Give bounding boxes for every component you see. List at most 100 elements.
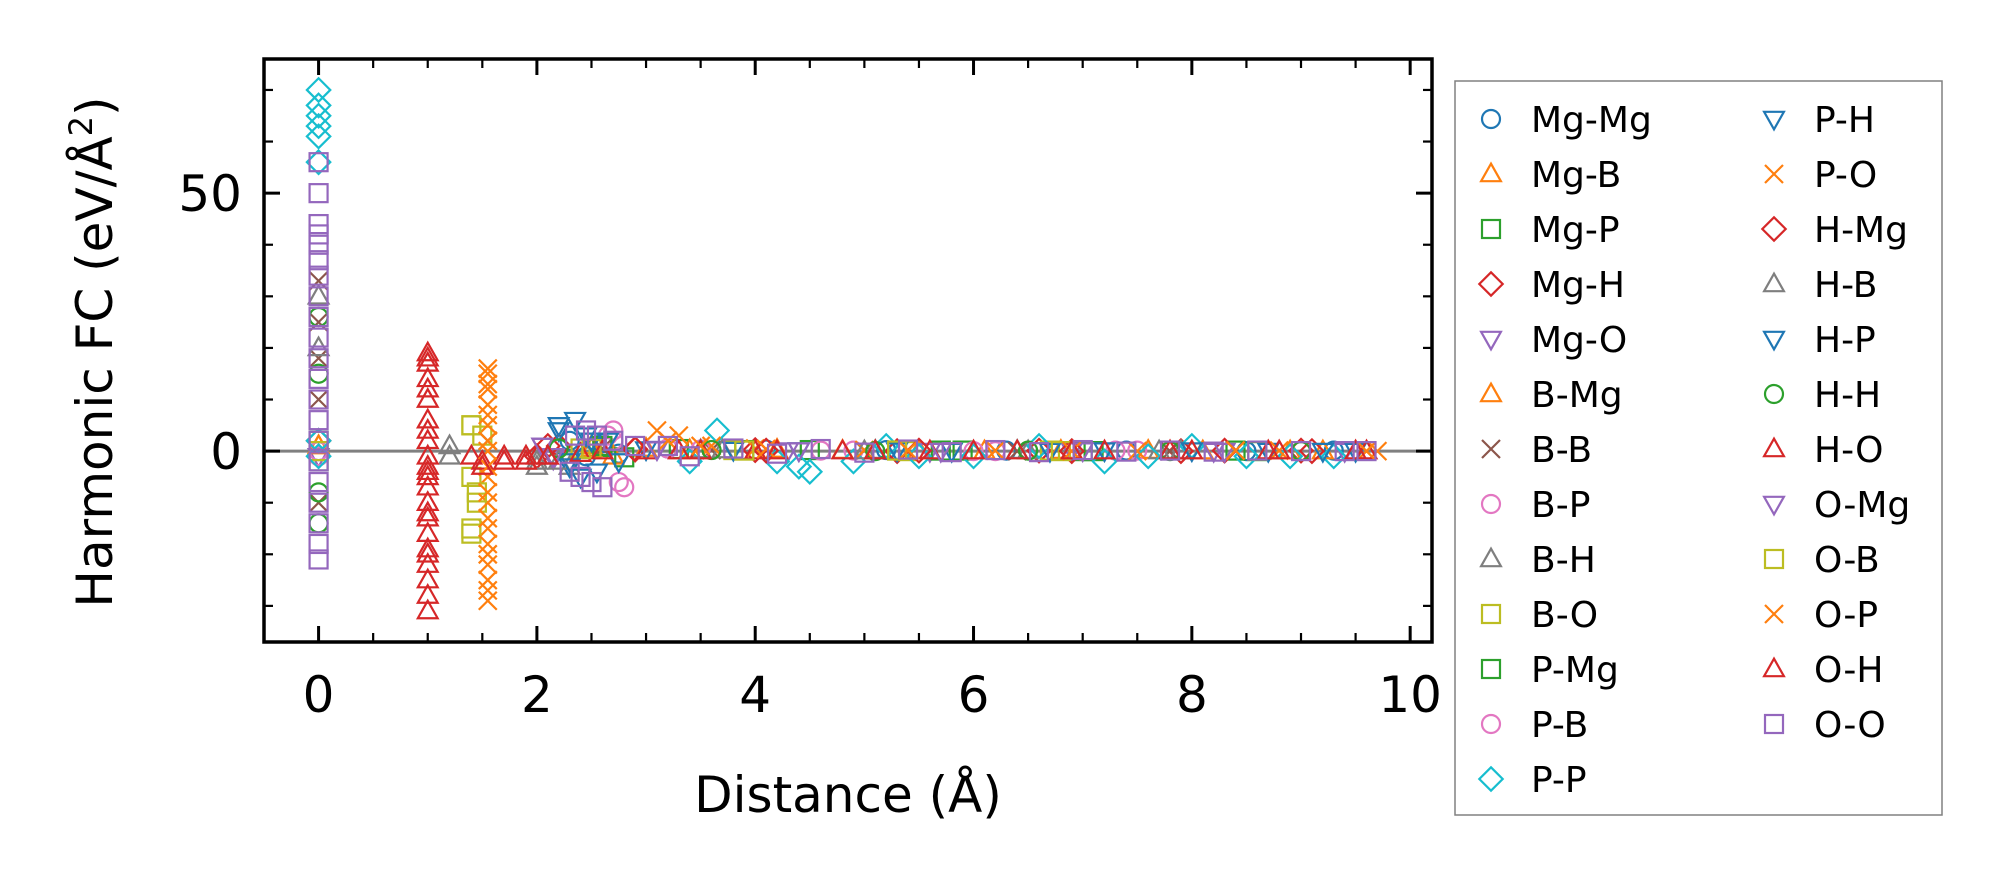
data-point [308, 430, 329, 451]
data-point [305, 148, 332, 176]
data-point [305, 112, 332, 140]
data-point [863, 438, 888, 460]
series-o-p [477, 358, 1377, 601]
y-axis-label-sup: 2 [62, 116, 100, 136]
y-axis-label-close: ) [66, 96, 124, 116]
plot-region: 0 2 4 6 8 10 0 50 [178, 57, 1442, 724]
data-point [796, 458, 824, 485]
legend-frame [1454, 80, 1943, 816]
legend-marker [1763, 713, 1785, 735]
data-point [586, 425, 608, 446]
x-tick-label: 4 [739, 666, 771, 724]
legend-marker [1480, 713, 1502, 735]
data-point [1134, 443, 1162, 470]
series-h-o [415, 340, 1379, 620]
legend-marker [1480, 493, 1502, 515]
data-point [1290, 441, 1312, 462]
data-point [756, 439, 776, 459]
scatter-marks [305, 76, 1388, 620]
data-point [1116, 441, 1137, 462]
data-point [625, 435, 646, 457]
data-point [308, 368, 329, 389]
legend-item: B-H [1479, 540, 1596, 581]
data-point [308, 348, 329, 369]
legend-item: Mg-O [1479, 320, 1627, 361]
data-point [854, 442, 875, 463]
data-point [477, 492, 498, 513]
legend-marker [1764, 164, 1784, 184]
data-point [723, 438, 744, 459]
data-point [1320, 443, 1348, 470]
data-point [308, 306, 329, 328]
data-point [308, 389, 329, 410]
y-axis-label-main: Harmonic FC (eV/Å [66, 136, 124, 607]
legend-item: B-O [1480, 595, 1598, 636]
data-point [1225, 440, 1246, 461]
data-point [657, 435, 678, 457]
data-point [308, 152, 329, 173]
data-point [985, 439, 1006, 461]
data-point [461, 518, 482, 539]
data-point [415, 598, 440, 620]
data-point [1092, 442, 1117, 464]
data-point [308, 224, 329, 245]
plot-frame [262, 57, 1434, 644]
data-point [415, 340, 440, 362]
legend-marker [1477, 765, 1505, 793]
data-point [477, 415, 498, 436]
data-point [415, 500, 440, 522]
legend-item: P-Mg [1480, 650, 1619, 691]
data-point [477, 580, 498, 601]
data-point [461, 466, 482, 488]
data-point [492, 443, 516, 465]
data-point [929, 442, 953, 464]
data-point [308, 492, 329, 513]
x-tick-label: 2 [521, 666, 553, 724]
data-point [415, 345, 440, 367]
data-point [536, 443, 560, 465]
data-point [477, 358, 498, 379]
data-point [897, 439, 919, 460]
data-point [308, 250, 329, 271]
data-point [477, 363, 498, 384]
legend-label: P-Mg [1531, 650, 1619, 691]
legend-label: O-O [1814, 705, 1886, 746]
legend-item: H-Mg [1760, 210, 1908, 251]
data-point [546, 417, 571, 438]
data-point [603, 430, 624, 451]
legend-marker [1480, 658, 1502, 680]
y-tick-label: 50 [178, 165, 242, 223]
legend-marker [1764, 604, 1784, 624]
legend-label: Mg-O [1531, 320, 1627, 361]
data-point [459, 443, 484, 465]
data-point [477, 518, 498, 539]
legend-label: O-Mg [1814, 485, 1910, 526]
x-tick-label: 6 [958, 666, 990, 724]
data-point [559, 461, 580, 482]
data-point [306, 283, 331, 305]
data-point [645, 441, 669, 463]
data-point [466, 492, 487, 513]
data-point [415, 464, 440, 486]
legend-marker [1760, 215, 1788, 243]
data-point [614, 477, 635, 498]
data-point [470, 448, 495, 470]
data-point [477, 431, 498, 451]
data-point [1180, 442, 1204, 464]
data-point [1256, 438, 1281, 460]
data-point [461, 523, 482, 544]
x-tick-label: 8 [1176, 666, 1208, 724]
data-point [1203, 441, 1224, 462]
data-point [743, 438, 767, 460]
legend-marker [1480, 108, 1502, 130]
data-point [830, 438, 855, 460]
data-point [765, 438, 789, 460]
data-point [308, 348, 329, 369]
legend-label: P-P [1531, 760, 1587, 801]
data-point [308, 471, 329, 493]
data-point [308, 234, 329, 255]
data-point [952, 440, 973, 461]
legend-item: H-B [1762, 265, 1877, 306]
data-point [1062, 441, 1082, 461]
legend-label: O-B [1814, 540, 1880, 581]
